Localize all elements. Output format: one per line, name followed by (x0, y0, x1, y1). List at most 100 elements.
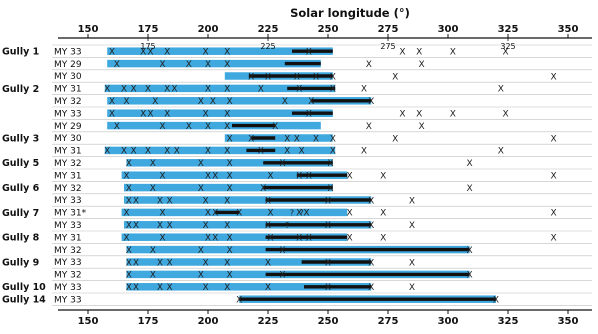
observation-mark: X (313, 72, 319, 82)
observation-mark: X (159, 60, 165, 70)
observation-mark: X (380, 234, 386, 244)
observation-mark: X (416, 110, 422, 120)
observation-mark: X (167, 221, 173, 231)
observation-mark: X (467, 159, 473, 169)
observation-mark: X (380, 172, 386, 182)
gully-label: Gully 7 (2, 208, 39, 219)
observation-mark: X (272, 122, 278, 132)
gully-label: Gully 2 (2, 84, 39, 95)
observation-mark: X (503, 48, 509, 58)
observation-mark: X (306, 48, 312, 58)
mars-year-label: MY 31 (54, 171, 82, 181)
major-tick-label-bottom: 225 (258, 316, 279, 327)
observation-mark: X (330, 72, 336, 82)
observation-mark: X (467, 271, 473, 281)
observation-mark: X (150, 184, 156, 194)
mars-year-label: MY 32 (54, 159, 82, 169)
mars-year-label: MY 33 (54, 109, 82, 119)
mars-year-label: MY 32 (54, 97, 82, 107)
monitoring-bar (107, 47, 333, 55)
observation-mark: X (361, 147, 367, 157)
observation-mark: X (325, 258, 331, 268)
monitoring-bar (107, 97, 372, 105)
observation-mark: X (325, 196, 331, 206)
observation-mark: X (419, 122, 425, 132)
observation-mark: X (284, 134, 290, 144)
observation-mark: X (157, 258, 163, 268)
observation-mark: X (224, 196, 230, 206)
major-tick-label-top: 300 (438, 24, 459, 35)
observation-mark: X (109, 97, 115, 107)
observation-mark: X (299, 147, 305, 157)
observation-mark: X (157, 283, 163, 293)
monitoring-bar (224, 134, 333, 142)
mars-year-label: MY 29 (54, 122, 82, 132)
monitoring-bar (124, 196, 372, 204)
observation-mark: X (104, 85, 110, 95)
observation-mark: X (205, 234, 211, 244)
observation-mark: X (198, 271, 204, 281)
observation-mark: X (296, 234, 302, 244)
observation-mark: X (203, 221, 209, 231)
observation-mark: X (147, 48, 153, 58)
observation-mark: X (265, 72, 271, 82)
monitoring-bar (126, 283, 372, 291)
observation-mark: X (212, 209, 218, 219)
major-tick-label-bottom: 150 (78, 316, 99, 327)
observation-mark: X (236, 296, 242, 306)
major-tick-label-bottom: 200 (198, 316, 219, 327)
observation-mark: X (467, 246, 473, 256)
gully-label: Gully 10 (2, 282, 46, 293)
observation-mark: X (267, 209, 273, 219)
observation-mark: X (164, 85, 170, 95)
observation-mark: X (224, 122, 230, 132)
observation-mark: X (203, 283, 209, 293)
major-tick-label-bottom: 175 (138, 316, 159, 327)
monitoring-bar (121, 171, 348, 179)
bars-layer (104, 47, 496, 303)
observation-mark: X (186, 122, 192, 132)
observation-mark: X (282, 97, 288, 107)
observation-mark: X (131, 147, 137, 157)
observation-mark: X (236, 209, 242, 219)
observation-mark: X (279, 271, 285, 281)
observation-mark: X (551, 234, 557, 244)
observation-mark: X (205, 147, 211, 157)
observation-mark: X (409, 258, 415, 268)
monitoring-bar (121, 233, 348, 241)
observation-mark: X (265, 258, 271, 268)
observation-mark: X (258, 85, 264, 95)
observation-mark: X (159, 234, 165, 244)
axes-layer: 150 150 175 175 200 200 225 225 250 250 275 275 300 3… (58, 24, 592, 327)
observation-mark: X (498, 147, 504, 157)
observation-mark: X (248, 134, 254, 144)
observation-mark: X (186, 60, 192, 70)
observation-mark: X (227, 172, 233, 182)
gully-label: Gully 14 (2, 295, 46, 306)
monitoring-bar (104, 84, 336, 93)
monitoring-bar (126, 258, 372, 266)
observation-mark: X (126, 271, 132, 281)
major-tick-label-top: 200 (198, 24, 219, 35)
monitoring-bar (126, 159, 333, 167)
observation-mark: X (114, 122, 120, 132)
observation-mark: X (198, 159, 204, 169)
observation-mark: X (409, 196, 415, 206)
observation-mark: X (366, 60, 372, 70)
arrow-mark: ? (299, 208, 303, 217)
major-tick-label-bottom: 250 (318, 316, 339, 327)
observation-mark: X (265, 283, 271, 293)
observation-mark: X (150, 246, 156, 256)
observation-mark: X (325, 283, 331, 293)
observation-mark: X (205, 85, 211, 95)
observation-mark: X (121, 147, 127, 157)
major-tick-label-bottom: 275 (378, 316, 399, 327)
observation-mark: X (203, 196, 209, 206)
observation-mark: X (159, 172, 165, 182)
observation-mark: X (140, 48, 146, 58)
observation-mark: X (109, 110, 115, 120)
observation-mark: X (150, 271, 156, 281)
observation-mark: X (368, 196, 374, 206)
observation-mark: X (123, 172, 129, 182)
observation-mark: X (265, 221, 271, 231)
